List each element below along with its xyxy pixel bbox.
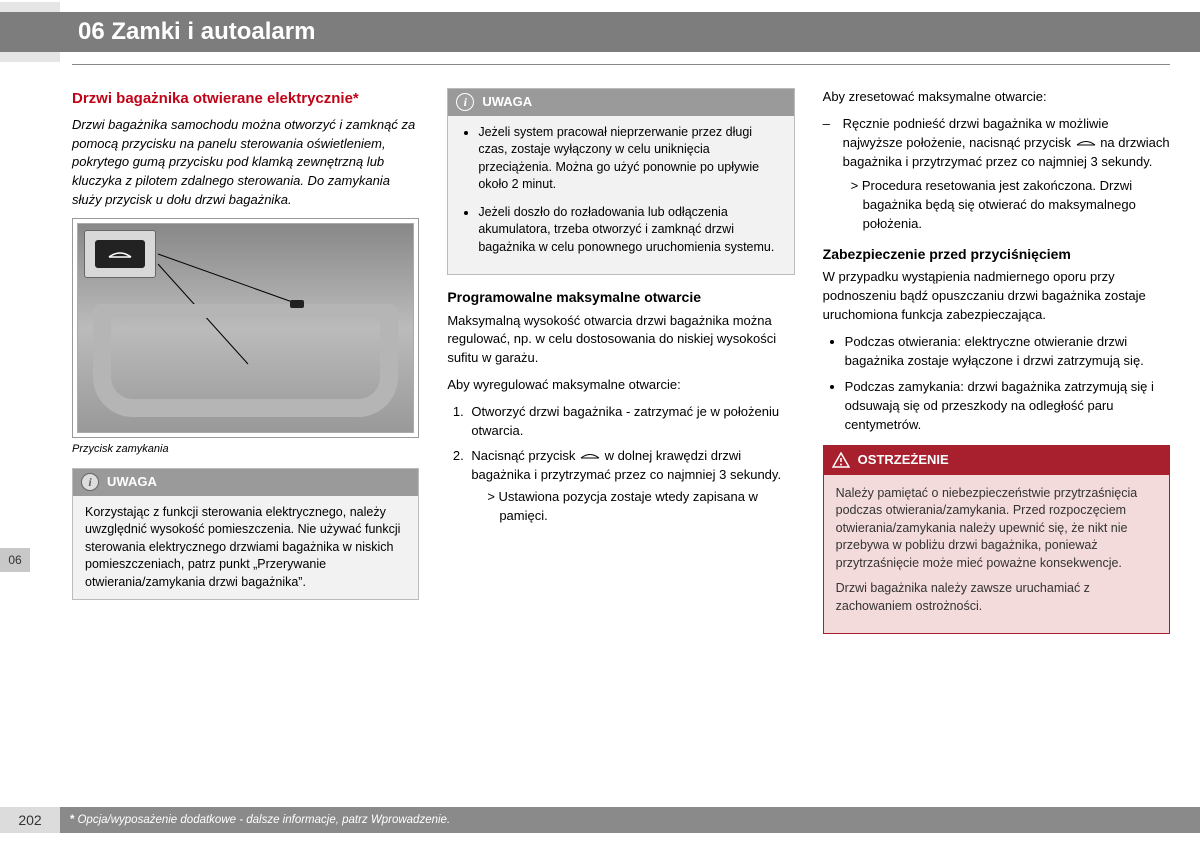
- steps-list: Otworzyć drzwi bagażnika - zatrzymać je …: [447, 403, 794, 526]
- step-item: Nacisnąć przycisk w dolnej krawędzi drzw…: [467, 447, 794, 526]
- warning-box: OSTRZEŻENIE Należy pamiętać o niebezpiec…: [823, 445, 1170, 634]
- note-title: UWAGA: [107, 473, 157, 492]
- bullet-item: Podczas zamykania: drzwi bagażnika zatrz…: [845, 378, 1170, 435]
- step-item: Otworzyć drzwi bagażnika - zatrzymać je …: [467, 403, 794, 441]
- note-body: Korzystając z funkcji sterowania elektry…: [73, 496, 418, 600]
- column-1: Drzwi bagażnika otwierane elektrycznie* …: [72, 88, 419, 634]
- bullet-list: Podczas otwierania: elektryczne otwieran…: [823, 333, 1170, 435]
- side-tab: 06: [0, 548, 30, 572]
- footer-note: *Opcja/wyposażenie dodatkowe - dalsze in…: [70, 814, 450, 826]
- content-area: Drzwi bagażnika otwierane elektrycznie* …: [72, 88, 1170, 634]
- section-heading: Drzwi bagażnika otwierane elektrycznie*: [72, 88, 419, 110]
- page-number: 202: [0, 807, 60, 833]
- star-icon: *: [70, 814, 74, 826]
- figure-caption: Przycisk zamykania: [72, 442, 419, 458]
- header-rule: [72, 64, 1170, 65]
- trunk-icon: [1075, 135, 1097, 151]
- note-box: i UWAGA Korzystając z funkcji sterowania…: [72, 468, 419, 600]
- dash-marker: –: [823, 115, 843, 234]
- trunk-icon: [579, 448, 601, 464]
- header-bar: 06 Zamki i autoalarm: [0, 12, 1200, 52]
- chapter-title: 06 Zamki i autoalarm: [78, 18, 315, 46]
- warning-icon: [832, 452, 850, 468]
- trunk-frame: [93, 304, 398, 417]
- note-header: i UWAGA: [73, 469, 418, 496]
- body-text: W przypadku wystąpienia nadmiernego opor…: [823, 268, 1170, 325]
- column-2: i UWAGA Jeżeli system pracował nieprzerw…: [447, 88, 794, 634]
- note-body: Jeżeli system pracował nieprzerwanie prz…: [448, 116, 793, 275]
- note-item: Jeżeli system pracował nieprzerwanie prz…: [478, 124, 781, 194]
- trunk-illustration: [77, 223, 414, 433]
- column-3: Aby zresetować maksymalne otwarcie: – Rę…: [823, 88, 1170, 634]
- body-text: Aby zresetować maksymalne otwarcie:: [823, 88, 1170, 107]
- bullet-item: Podczas otwierania: elektryczne otwieran…: [845, 333, 1170, 371]
- step-result: > Ustawiona pozycja zostaje wtedy zapisa…: [487, 488, 794, 526]
- dash-item: – Ręcznie podnieść drzwi bagażnika w moż…: [823, 115, 1170, 234]
- warning-text: Należy pamiętać o niebezpieczeństwie prz…: [836, 485, 1157, 573]
- warning-text: Drzwi bagażnika należy zawsze uruchamiać…: [836, 580, 1157, 615]
- warning-body: Należy pamiętać o niebezpieczeństwie prz…: [824, 475, 1169, 634]
- info-icon: i: [81, 473, 99, 491]
- step-result: > Procedura resetowania jest zakończona.…: [851, 177, 1170, 234]
- note-title: UWAGA: [482, 93, 532, 112]
- figure: [72, 218, 419, 438]
- info-icon: i: [456, 93, 474, 111]
- warning-title: OSTRZEŻENIE: [858, 451, 949, 470]
- body-text: Maksymalną wysokość otwarcia drzwi bagaż…: [447, 312, 794, 369]
- small-button-dot: [290, 300, 304, 308]
- note-header: i UWAGA: [448, 89, 793, 116]
- subheading: Programowalne maksymalne otwarcie: [447, 287, 794, 307]
- note-item: Jeżeli doszło do rozładowania lub odłącz…: [478, 204, 781, 257]
- subheading: Zabezpieczenie przed przyciśnięciem: [823, 244, 1170, 264]
- intro-text: Drzwi bagażnika samochodu można otworzyć…: [72, 116, 419, 210]
- body-text: Aby wyregulować maksymalne otwarcie:: [447, 376, 794, 395]
- note-box: i UWAGA Jeżeli system pracował nieprzerw…: [447, 88, 794, 275]
- dash-text: Ręcznie podnieść drzwi bagażnika w możli…: [843, 115, 1170, 234]
- warning-header: OSTRZEŻENIE: [824, 446, 1169, 475]
- footer-bar: 202 *Opcja/wyposażenie dodatkowe - dalsz…: [0, 807, 1200, 833]
